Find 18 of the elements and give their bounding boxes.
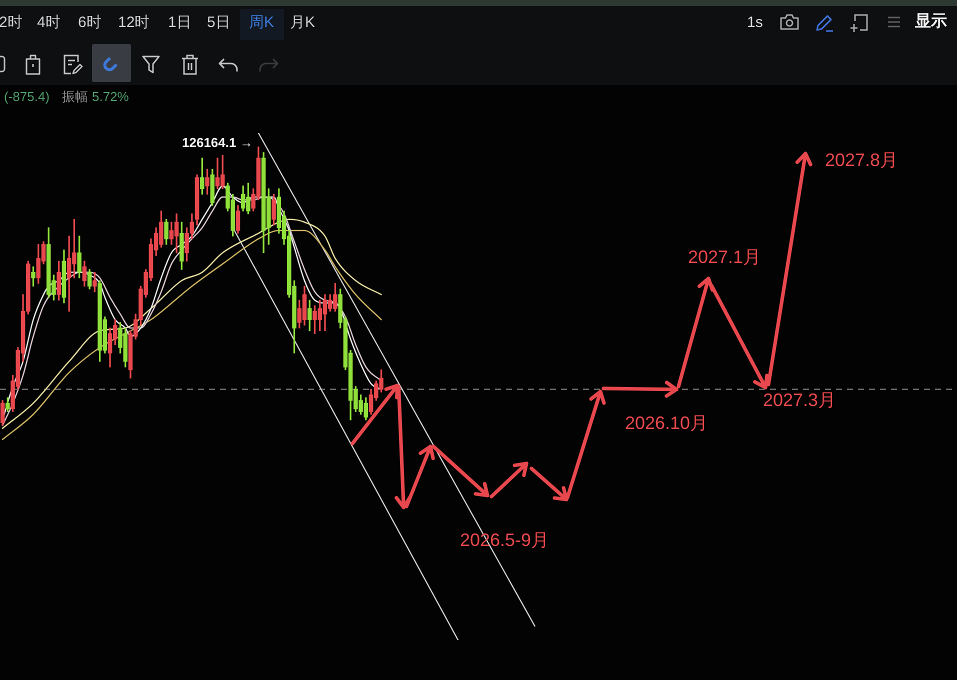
text: 5.72%: [92, 88, 129, 104]
text: 月K: [290, 14, 316, 31]
text: 4时: [37, 14, 60, 31]
text: 6时: [78, 14, 102, 31]
text: 显示: [915, 13, 947, 32]
text: 振幅: [62, 88, 88, 104]
text: 周K: [249, 14, 274, 31]
annotation: 126164.1 →: [182, 134, 253, 150]
text: 12时: [118, 14, 150, 31]
annotation: 2027.1月: [688, 246, 762, 268]
annotation: 2027.8月: [825, 150, 898, 170]
annotation: 2027.3月: [763, 390, 836, 410]
text: 2时: [0, 14, 22, 31]
text: (-875.4): [4, 88, 50, 104]
annotation: 2026.10月: [625, 412, 708, 434]
text: 5日: [207, 14, 230, 31]
text: 1日: [168, 14, 192, 31]
text: 1s: [747, 14, 763, 31]
